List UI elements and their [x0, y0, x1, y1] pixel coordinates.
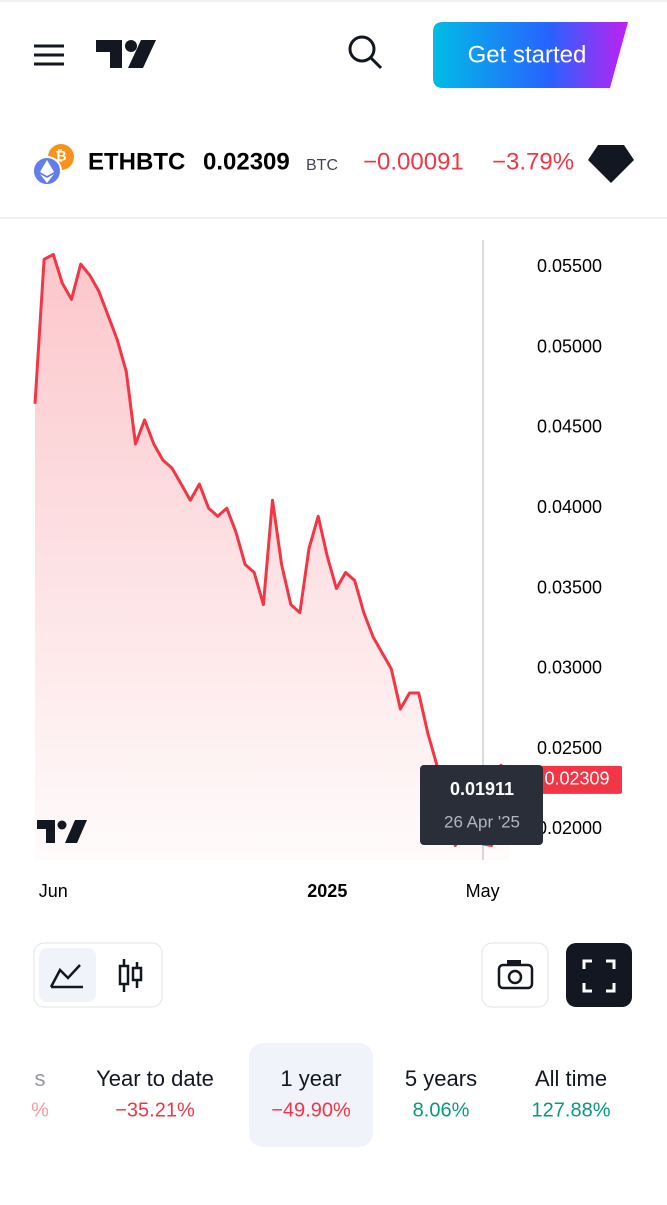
candle-button[interactable]: [118, 959, 143, 992]
y-tick-label: 0.03500: [537, 577, 602, 597]
svg-text:₿: ₿: [55, 148, 66, 164]
x-tick-label: May: [466, 881, 500, 901]
get-started-button[interactable]: [433, 22, 628, 88]
last-price-label: 0.02309: [544, 769, 609, 789]
tooltip-value: 0.01911: [450, 779, 514, 799]
period-change[interactable]: 8.06%: [413, 1099, 470, 1121]
period-label[interactable]: Year to date: [96, 1066, 214, 1091]
menu-button[interactable]: [34, 44, 64, 66]
snapshot-button[interactable]: [481, 942, 549, 1008]
period-change[interactable]: %: [31, 1099, 49, 1121]
area-icon[interactable]: [49, 964, 83, 989]
y-tick-label: 0.05000: [537, 336, 602, 356]
alert-badge[interactable]: [588, 145, 634, 183]
price-line: [33, 253, 512, 847]
logo[interactable]: [96, 40, 156, 68]
tooltip: [420, 765, 543, 845]
y-tick-label: 0.03000: [537, 658, 602, 678]
period-label[interactable]: 1 year: [280, 1066, 341, 1091]
y-tick-label: 0.04500: [537, 417, 602, 437]
y-tick-label: 0.02500: [537, 738, 602, 758]
y-tick-label: 0.04000: [537, 497, 602, 517]
tooltip-date: 26 Apr '25: [444, 812, 520, 831]
x-tick-label: 2025: [307, 881, 347, 901]
search-button[interactable]: [348, 35, 383, 70]
period-tabs: s% Year to date −35.21% 1 year −49.90% 5 year…: [31, 1043, 611, 1147]
area-style-button[interactable]: [39, 948, 96, 1002]
selected-period-bg[interactable]: [249, 1043, 373, 1147]
change: −0.00091: [363, 148, 464, 175]
period-change[interactable]: −35.21%: [115, 1099, 195, 1121]
change-percent: −3.79%: [492, 148, 574, 175]
watermark: [37, 820, 87, 843]
period-label[interactable]: All time: [535, 1066, 607, 1091]
button-label[interactable]: Get started: [468, 41, 587, 68]
period-change[interactable]: 127.88%: [532, 1099, 611, 1121]
price: 0.02309: [203, 148, 290, 175]
y-tick-label: 0.02000: [537, 818, 602, 838]
chart: 0.02000 0.02500 0.03000 0.03500 0.04000 0.045…: [33, 240, 622, 901]
x-tick-label: Jun: [39, 881, 68, 901]
y-tick-label: 0.05500: [537, 256, 602, 276]
fullscreen-button[interactable]: [566, 943, 632, 1007]
currency: BTC: [306, 157, 338, 174]
symbol: ETHBTC: [88, 148, 185, 175]
last-price-tag: [532, 765, 622, 794]
symbol-icon: ₿: [32, 144, 74, 186]
chart-style-toggle: [33, 942, 163, 1008]
period-label[interactable]: s: [35, 1066, 46, 1091]
area-fill: [35, 254, 510, 860]
period-change[interactable]: −49.90%: [271, 1099, 351, 1121]
period-label[interactable]: 5 years: [405, 1066, 477, 1091]
